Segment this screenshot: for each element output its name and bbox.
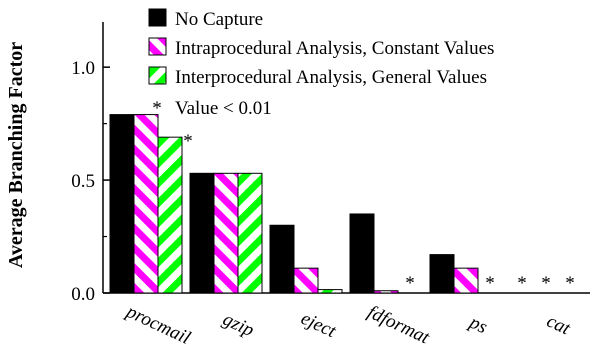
bar-fdformat-series-1	[373, 290, 399, 294]
category-label-cat: cat	[543, 311, 574, 340]
bar-eject-series-2	[317, 289, 343, 294]
star-cat-series-1: *	[541, 273, 551, 294]
bar-procmail-series-0	[109, 114, 135, 294]
y-tick-label-2: 1.0	[71, 58, 95, 79]
bar-procmail-series-1	[133, 114, 159, 294]
legend-swatch-1	[148, 37, 167, 56]
bar-procmail-series-2	[157, 136, 183, 294]
star-procmail-series-2: *	[183, 131, 193, 152]
category-label-procmail: procmail	[121, 300, 193, 349]
legend-star-label: Value < 0.01	[175, 98, 272, 119]
bar-gzip-series-0	[189, 172, 215, 294]
star-ps-series-2: *	[485, 273, 495, 294]
bar-eject-series-0	[269, 224, 295, 294]
bar-fdformat-series-0	[349, 213, 375, 294]
y-axis-label: Average Branching Factor	[5, 42, 27, 268]
category-label-gzip: gzip	[220, 309, 258, 341]
legend-star-symbol: *	[152, 98, 162, 119]
y-tick-label-0: 0.0	[71, 284, 95, 305]
legend: No Capture Intraprocedural Analysis, Cons…	[148, 8, 494, 119]
legend-swatch-2	[148, 66, 167, 85]
bar-ps-series-0	[429, 254, 455, 294]
star-annotations: * * * * * *	[183, 131, 575, 294]
category-label-fdformat: fdformat	[364, 302, 433, 349]
bar-eject-series-1	[293, 267, 319, 294]
bar-ps-series-1	[453, 267, 479, 294]
legend-swatch-0	[148, 8, 167, 27]
bars	[109, 114, 479, 294]
category-label-eject: eject	[298, 308, 340, 342]
bar-gzip-series-1	[213, 172, 239, 294]
axes: 0.0 0.5 1.0	[71, 22, 590, 305]
star-cat-series-2: *	[565, 273, 575, 294]
legend-label-2: Interprocedural Analysis, General Values	[175, 67, 487, 88]
category-label-ps: ps	[464, 311, 490, 338]
legend-label-1: Intraprocedural Analysis, Constant Value…	[175, 38, 494, 59]
bar-gzip-series-2	[237, 172, 263, 294]
category-labels: procmail gzip eject fdformat ps cat	[121, 300, 574, 349]
star-fdformat-series-2: *	[405, 273, 415, 294]
star-cat-series-0: *	[517, 273, 527, 294]
legend-label-0: No Capture	[175, 9, 263, 30]
y-tick-label-1: 0.5	[71, 171, 95, 192]
